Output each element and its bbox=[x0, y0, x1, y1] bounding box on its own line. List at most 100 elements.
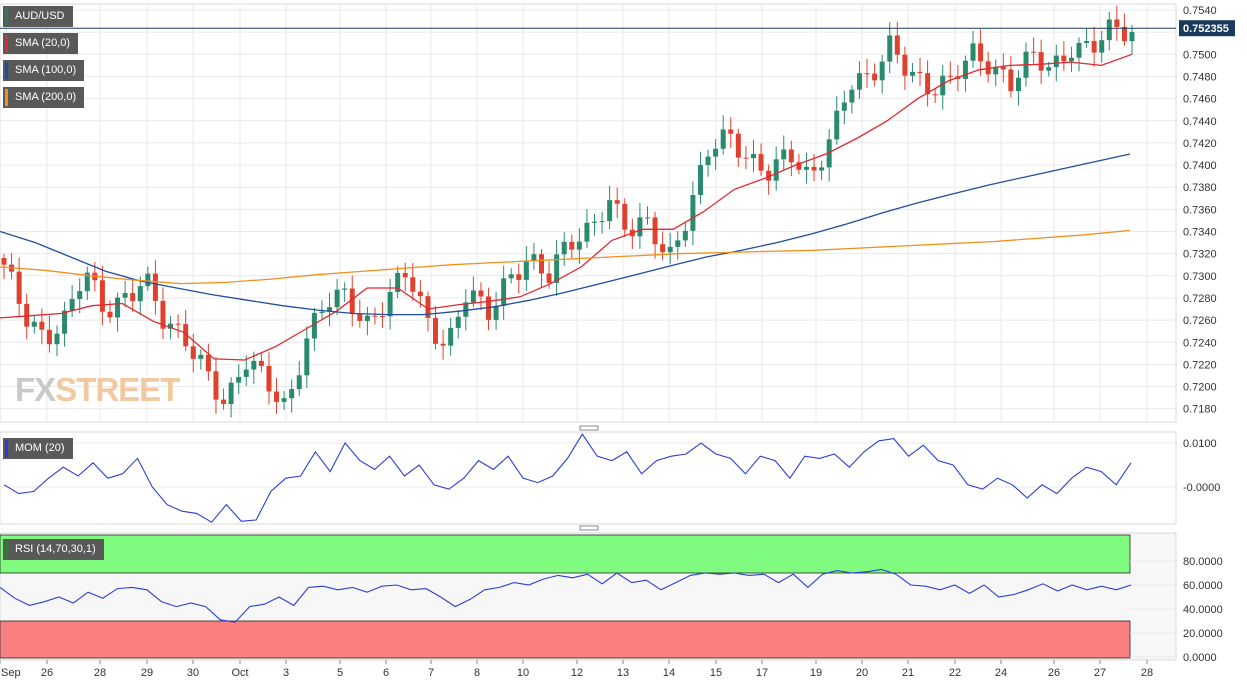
candle-body bbox=[508, 274, 514, 279]
candle-body bbox=[993, 66, 999, 75]
price-axis-tick-label: 0.7300 bbox=[1183, 271, 1217, 283]
candle-body bbox=[258, 360, 264, 366]
candle-body bbox=[811, 166, 817, 171]
candle-body bbox=[425, 296, 431, 318]
candle-body bbox=[417, 291, 423, 297]
candle-body bbox=[894, 35, 900, 55]
candle-body bbox=[281, 398, 287, 402]
candle-body bbox=[841, 102, 847, 111]
candle-body bbox=[660, 244, 666, 253]
legend-sma20[interactable]: SMA (20,0) bbox=[3, 33, 79, 54]
candle-body bbox=[705, 156, 711, 166]
x-axis-tick-label: 8 bbox=[474, 667, 480, 679]
candle-body bbox=[334, 289, 340, 308]
price-axis-tick-label: 0.7360 bbox=[1183, 204, 1217, 216]
legend-symbol[interactable]: AUD/USD bbox=[3, 6, 73, 27]
candle-body bbox=[440, 343, 446, 346]
candle-body bbox=[925, 73, 931, 95]
candle-body bbox=[546, 273, 552, 283]
candle-body bbox=[16, 271, 22, 304]
candle-body bbox=[614, 200, 620, 204]
candle-body bbox=[569, 241, 575, 250]
candle-body bbox=[743, 157, 749, 159]
x-axis-tick-label: 17 bbox=[756, 667, 768, 679]
candle-body bbox=[342, 288, 348, 290]
candle-body bbox=[228, 382, 234, 405]
price-axis-tick-label: 0.7280 bbox=[1183, 293, 1217, 305]
candle-body bbox=[735, 133, 741, 158]
candle-body bbox=[205, 354, 211, 372]
candle-body bbox=[713, 148, 719, 157]
candle-body bbox=[728, 129, 734, 134]
price-axis-tick-label: 0.7480 bbox=[1183, 71, 1217, 83]
candle-body bbox=[387, 291, 393, 317]
momentum-pane: 0.0100 -0.0000 bbox=[0, 431, 1220, 531]
candle-body bbox=[584, 222, 590, 242]
candle-body bbox=[99, 280, 105, 312]
candle-body bbox=[168, 323, 174, 329]
momentum-line bbox=[3, 433, 1132, 523]
candle-body bbox=[962, 60, 968, 79]
candle-body bbox=[652, 217, 658, 245]
legend-mom[interactable]: MOM (20) bbox=[3, 438, 73, 459]
candle-body bbox=[402, 272, 408, 278]
candle-body bbox=[1129, 31, 1135, 42]
rsi-pane: 80.0000 60.0000 40.0000 20.0000 0.0000 bbox=[0, 532, 1223, 664]
rsi-oversold-zone bbox=[0, 620, 1131, 659]
rsi-axis-tick-label: 60.0000 bbox=[1183, 580, 1223, 592]
x-axis-tick-label: 22 bbox=[949, 667, 961, 679]
legend-sma200-label: SMA (200,0) bbox=[15, 91, 77, 103]
candle-body bbox=[1031, 51, 1037, 53]
candle-body bbox=[675, 240, 681, 247]
candle-body bbox=[856, 73, 862, 90]
candle-body bbox=[591, 221, 597, 223]
candle-body bbox=[1099, 40, 1105, 53]
candle-body bbox=[554, 254, 560, 283]
candle-body bbox=[879, 61, 885, 81]
price-axis-tick-label: 0.7420 bbox=[1183, 138, 1217, 150]
candle-body bbox=[667, 246, 673, 253]
sma-line bbox=[0, 153, 1131, 316]
x-axis-tick-label: 15 bbox=[710, 667, 722, 679]
legend-color-marker bbox=[5, 62, 8, 79]
candle-body bbox=[1053, 55, 1059, 68]
candle-body bbox=[327, 307, 333, 312]
x-axis: Sep 26 28 29 30 Oct 3 5 6 7 8 10 12 13 14 15 17 19 20 21 22 2… bbox=[0, 660, 1153, 679]
x-axis-tick-label: 24 bbox=[995, 667, 1007, 679]
legend-sma200[interactable]: SMA (200,0) bbox=[3, 87, 85, 108]
momentum-plot-area bbox=[0, 431, 1177, 525]
legend-sma100[interactable]: SMA (100,0) bbox=[3, 60, 85, 81]
candle-body bbox=[152, 273, 158, 301]
candle-body bbox=[940, 75, 946, 96]
candle-body bbox=[46, 329, 52, 345]
candle-body bbox=[932, 94, 938, 96]
candle-body bbox=[720, 129, 726, 149]
candle-body bbox=[236, 376, 242, 383]
candle-body bbox=[539, 254, 545, 274]
candle-body bbox=[478, 290, 484, 297]
legend-sma20-label: SMA (20,0) bbox=[15, 37, 71, 49]
candle-body bbox=[781, 149, 787, 160]
price-axis-tick-label: 0.7220 bbox=[1183, 359, 1217, 371]
candle-body bbox=[31, 321, 37, 327]
candle-body bbox=[24, 303, 30, 327]
rsi-overbought-zone bbox=[0, 534, 1131, 574]
rsi-axis-tick-label: 20.0000 bbox=[1183, 628, 1223, 640]
rsi-axis-tick-label: 0.0000 bbox=[1183, 652, 1217, 664]
x-axis-tick-label: 10 bbox=[517, 667, 529, 679]
legend-color-marker bbox=[5, 541, 8, 558]
candle-body bbox=[834, 110, 840, 140]
sma-line bbox=[0, 53, 1133, 361]
candle-body bbox=[266, 365, 272, 392]
x-axis-tick-label: 20 bbox=[856, 667, 868, 679]
candle-body bbox=[917, 71, 923, 74]
candle-body bbox=[750, 154, 756, 159]
rsi-line bbox=[0, 568, 1132, 623]
legend-rsi[interactable]: RSI (14,70,30,1) bbox=[3, 539, 104, 560]
candle-body bbox=[364, 315, 370, 321]
candle-body bbox=[463, 302, 469, 317]
candle-body bbox=[357, 313, 363, 321]
candle-body bbox=[1076, 42, 1082, 58]
x-axis-tick-label: 3 bbox=[283, 667, 289, 679]
x-axis-tick-label: 28 bbox=[1141, 667, 1153, 679]
